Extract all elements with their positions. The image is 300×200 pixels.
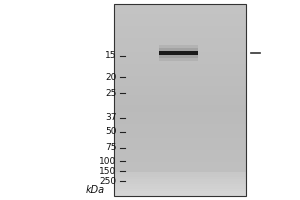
FancyBboxPatch shape [114, 64, 246, 66]
FancyBboxPatch shape [114, 170, 246, 172]
FancyBboxPatch shape [114, 114, 246, 117]
FancyBboxPatch shape [114, 45, 246, 47]
FancyBboxPatch shape [114, 74, 246, 76]
FancyBboxPatch shape [114, 47, 246, 50]
FancyBboxPatch shape [114, 16, 246, 18]
FancyBboxPatch shape [114, 9, 246, 11]
FancyBboxPatch shape [114, 177, 246, 179]
FancyBboxPatch shape [114, 134, 246, 136]
FancyBboxPatch shape [114, 191, 246, 194]
FancyBboxPatch shape [114, 78, 246, 81]
FancyBboxPatch shape [114, 57, 246, 59]
FancyBboxPatch shape [114, 141, 246, 143]
FancyBboxPatch shape [114, 66, 246, 69]
FancyBboxPatch shape [114, 35, 246, 38]
Text: 150: 150 [99, 166, 116, 176]
FancyBboxPatch shape [114, 28, 246, 30]
FancyBboxPatch shape [114, 90, 246, 93]
FancyBboxPatch shape [114, 184, 246, 186]
FancyBboxPatch shape [114, 143, 246, 146]
FancyBboxPatch shape [114, 95, 246, 98]
FancyBboxPatch shape [114, 112, 246, 114]
Text: kDa: kDa [86, 185, 105, 195]
FancyBboxPatch shape [114, 62, 246, 64]
FancyBboxPatch shape [114, 18, 246, 21]
Text: 50: 50 [105, 128, 116, 136]
Text: 15: 15 [105, 51, 116, 60]
FancyBboxPatch shape [114, 186, 246, 189]
FancyBboxPatch shape [114, 100, 246, 102]
FancyBboxPatch shape [114, 155, 246, 158]
FancyBboxPatch shape [114, 179, 246, 182]
FancyBboxPatch shape [114, 50, 246, 52]
FancyBboxPatch shape [114, 124, 246, 126]
FancyBboxPatch shape [114, 122, 246, 124]
FancyBboxPatch shape [114, 129, 246, 131]
FancyBboxPatch shape [114, 30, 246, 33]
FancyBboxPatch shape [114, 107, 246, 110]
Text: 75: 75 [105, 144, 116, 152]
FancyBboxPatch shape [114, 21, 246, 23]
FancyBboxPatch shape [114, 189, 246, 191]
FancyBboxPatch shape [114, 174, 246, 177]
FancyBboxPatch shape [114, 86, 246, 88]
FancyBboxPatch shape [114, 59, 246, 62]
FancyBboxPatch shape [114, 23, 246, 26]
Text: 100: 100 [99, 156, 116, 166]
FancyBboxPatch shape [114, 146, 246, 148]
FancyBboxPatch shape [114, 33, 246, 35]
FancyBboxPatch shape [114, 182, 246, 184]
FancyBboxPatch shape [114, 81, 246, 83]
FancyBboxPatch shape [114, 93, 246, 95]
FancyBboxPatch shape [159, 51, 198, 55]
FancyBboxPatch shape [114, 131, 246, 134]
FancyBboxPatch shape [114, 40, 246, 42]
FancyBboxPatch shape [114, 71, 246, 74]
FancyBboxPatch shape [114, 105, 246, 107]
FancyBboxPatch shape [114, 88, 246, 90]
FancyBboxPatch shape [114, 76, 246, 78]
FancyBboxPatch shape [114, 102, 246, 105]
FancyBboxPatch shape [114, 158, 246, 160]
FancyBboxPatch shape [159, 45, 198, 61]
Text: 250: 250 [99, 176, 116, 186]
FancyBboxPatch shape [114, 54, 246, 57]
FancyBboxPatch shape [114, 4, 246, 6]
Text: 37: 37 [105, 114, 116, 122]
Text: 20: 20 [105, 72, 116, 82]
FancyBboxPatch shape [114, 26, 246, 28]
FancyBboxPatch shape [114, 160, 246, 162]
FancyBboxPatch shape [114, 14, 246, 16]
Text: 25: 25 [105, 88, 116, 98]
FancyBboxPatch shape [114, 83, 246, 86]
FancyBboxPatch shape [114, 38, 246, 40]
FancyBboxPatch shape [114, 150, 246, 153]
FancyBboxPatch shape [114, 194, 246, 196]
FancyBboxPatch shape [114, 172, 246, 174]
FancyBboxPatch shape [114, 6, 246, 9]
FancyBboxPatch shape [114, 167, 246, 170]
FancyBboxPatch shape [114, 98, 246, 100]
FancyBboxPatch shape [114, 119, 246, 122]
FancyBboxPatch shape [114, 162, 246, 165]
FancyBboxPatch shape [114, 110, 246, 112]
FancyBboxPatch shape [114, 117, 246, 119]
FancyBboxPatch shape [114, 138, 246, 141]
FancyBboxPatch shape [114, 11, 246, 14]
FancyBboxPatch shape [114, 52, 246, 54]
FancyBboxPatch shape [114, 153, 246, 155]
FancyBboxPatch shape [114, 148, 246, 150]
FancyBboxPatch shape [114, 165, 246, 167]
FancyBboxPatch shape [114, 42, 246, 45]
FancyBboxPatch shape [159, 48, 198, 58]
FancyBboxPatch shape [114, 126, 246, 129]
FancyBboxPatch shape [114, 136, 246, 138]
FancyBboxPatch shape [114, 69, 246, 71]
